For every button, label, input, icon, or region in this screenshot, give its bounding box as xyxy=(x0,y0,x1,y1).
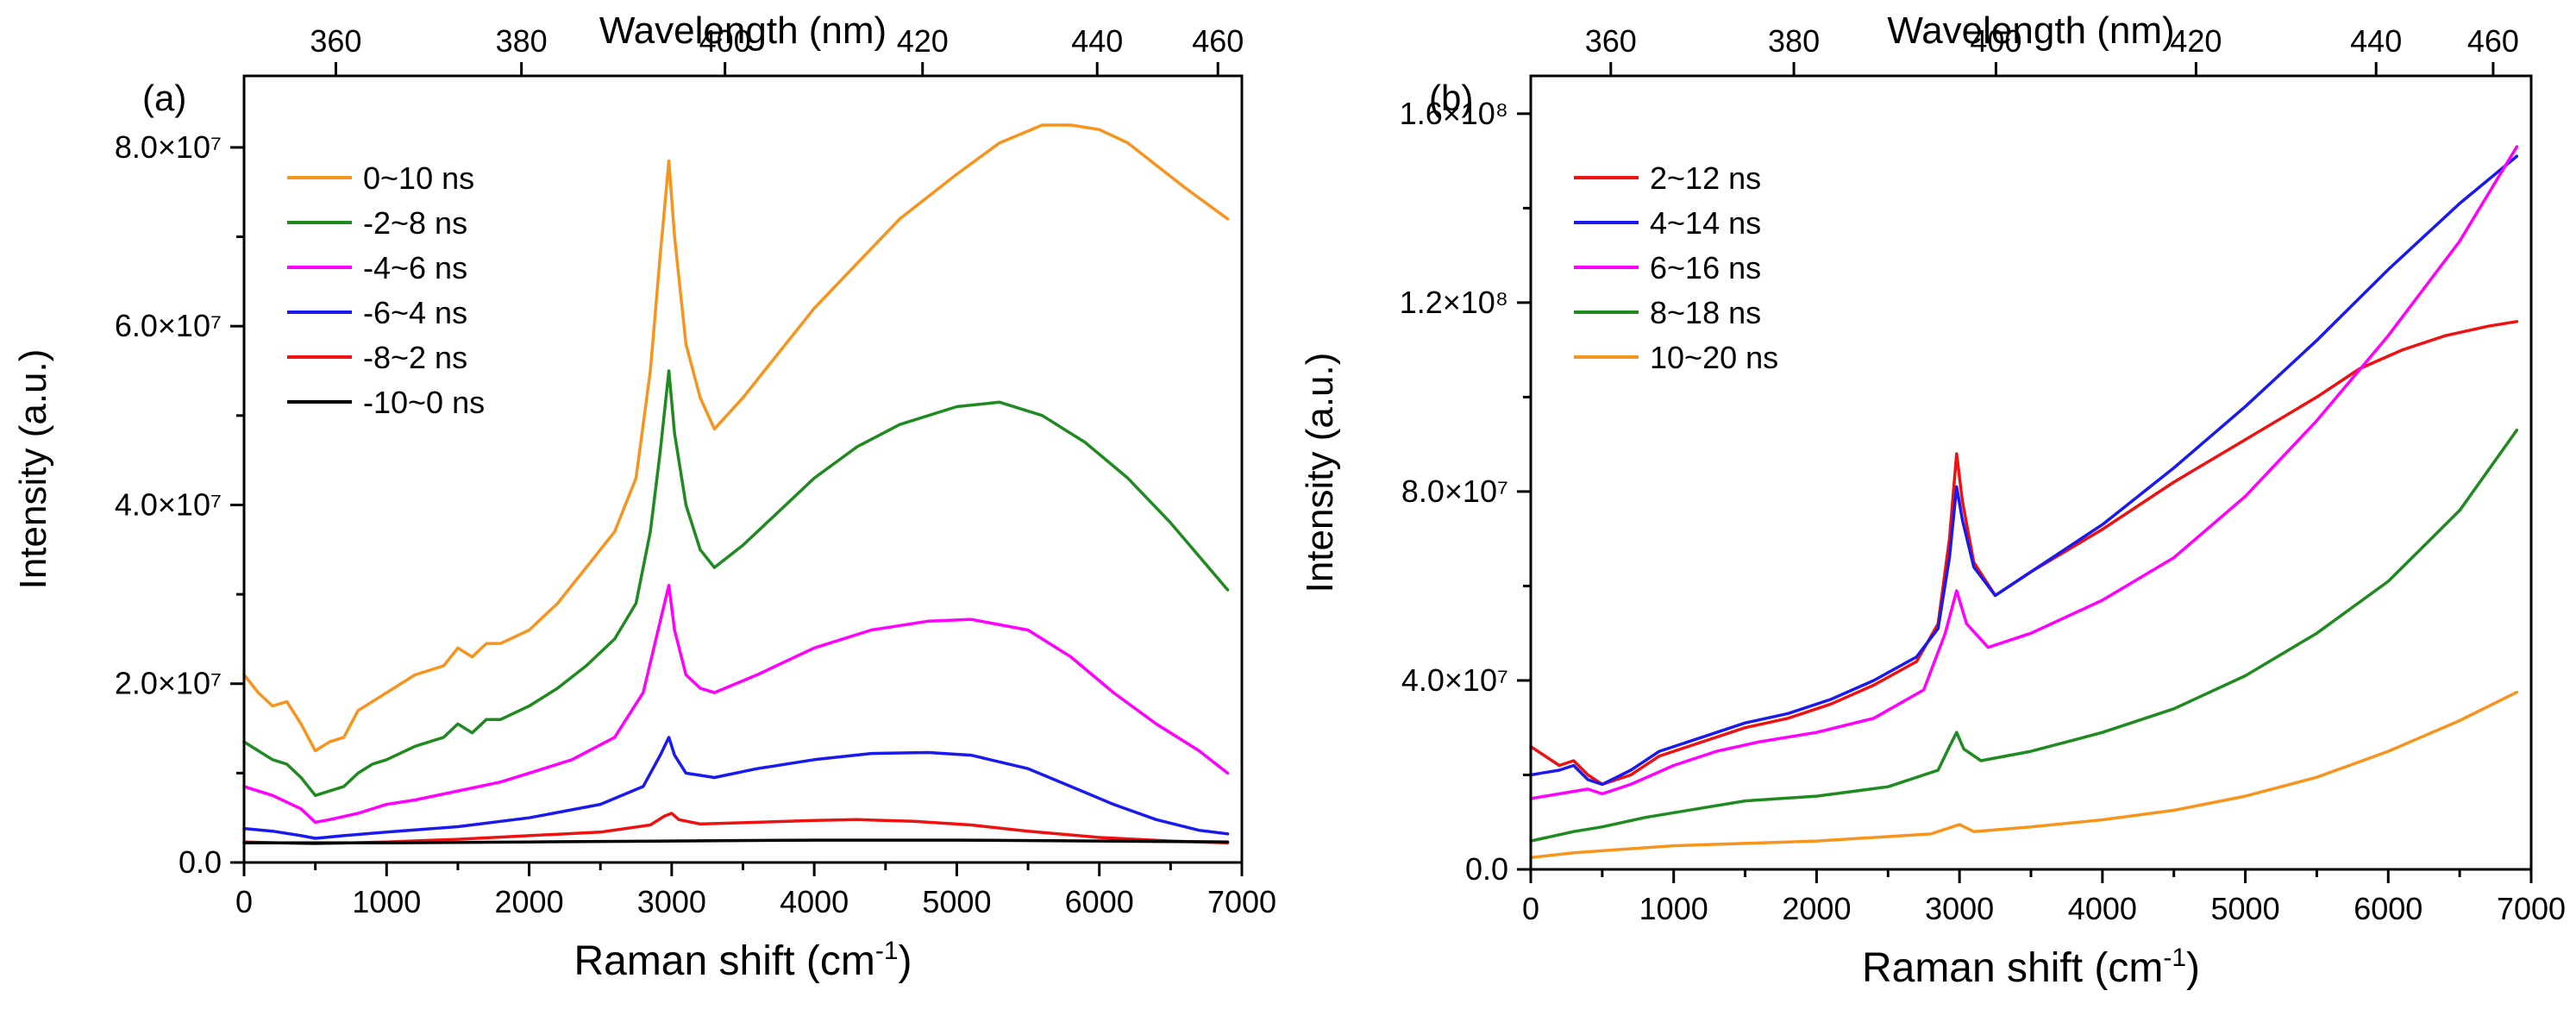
legend: 0~10 ns -2~8 ns -4~6 ns -6~4 ns -8~2 ns -10~0… xyxy=(287,160,485,420)
y-tick-label: 0.0 xyxy=(179,844,222,880)
x-tick-label: 6000 xyxy=(1065,884,1134,919)
y-tick-label: 1.2×10⁸ xyxy=(1400,285,1508,320)
x-tick-label: 0 xyxy=(235,884,253,919)
y-tick-label: 8.0×10⁷ xyxy=(115,129,222,165)
top-tick-label: 460 xyxy=(2467,23,2519,59)
top-axis-title: Wavelength (nm) xyxy=(1887,9,2174,52)
y-tick-label: 4.0×10⁷ xyxy=(1401,662,1508,698)
top-tick-label: 420 xyxy=(2170,23,2222,59)
x-tick-label: 7000 xyxy=(1207,884,1276,919)
series-line-8-18-ns xyxy=(1529,428,2519,843)
y-tick-label: 6.0×10⁷ xyxy=(115,308,222,343)
top-axis-title: Wavelength (nm) xyxy=(599,9,887,52)
x-tick-label: 5000 xyxy=(922,884,991,919)
legend-label: 6~16 ns xyxy=(1650,250,1761,285)
x-tick-label: 3000 xyxy=(637,884,706,919)
legend-label: -8~2 ns xyxy=(363,340,467,375)
series-line-2-12-ns xyxy=(1529,320,2519,787)
series-line--2-8-ns xyxy=(242,369,1230,798)
legend: 2~12 ns 4~14 ns 6~16 ns 8~18 ns 10~20 ns xyxy=(1574,160,1778,375)
x-tick-label: 2000 xyxy=(495,884,564,919)
series-line--4-6-ns xyxy=(242,583,1230,825)
x-tick-label: 5000 xyxy=(2211,891,2280,926)
x-tick-label: 1000 xyxy=(1639,891,1708,926)
series-line-4-14-ns xyxy=(1529,154,2519,787)
x-tick-label: 7000 xyxy=(2497,891,2566,926)
x-tick-label: 6000 xyxy=(2353,891,2422,926)
series-line-6-16-ns xyxy=(1529,145,2519,800)
x-tick-label: 3000 xyxy=(1925,891,1994,926)
panel-label: (a) xyxy=(142,78,186,118)
top-tick-label: 380 xyxy=(1768,23,1820,59)
top-tick-label: 420 xyxy=(897,23,949,59)
x-axis-title: Raman shift (cm-1) xyxy=(1862,944,2200,991)
legend-label: -10~0 ns xyxy=(363,385,485,420)
top-tick-label: 440 xyxy=(2350,23,2402,59)
series-line--6-4-ns xyxy=(242,736,1230,840)
y-axis-title: Intensity (a.u.) xyxy=(12,349,54,590)
x-tick-label: 4000 xyxy=(780,884,849,919)
legend-label: 10~20 ns xyxy=(1650,340,1778,375)
top-tick-label: 400 xyxy=(1970,23,2021,59)
series-line-0-10-ns xyxy=(242,123,1230,753)
x-tick-label: 4000 xyxy=(2068,891,2137,926)
x-tick-label: 1000 xyxy=(352,884,421,919)
panel-b: 0 1000 2000 3000 4000 5000 6000 7000 0.0 4.0×10⁷ 8… xyxy=(1299,9,2566,991)
y-tick-label: 1.6×10⁸ xyxy=(1400,96,1508,131)
top-tick-label: 400 xyxy=(699,23,751,59)
x-tick-label: 2000 xyxy=(1782,891,1851,926)
x-tick-label: 0 xyxy=(1522,891,1539,926)
top-tick-label: 380 xyxy=(496,23,548,59)
legend-label: 8~18 ns xyxy=(1650,295,1761,330)
legend-label: 0~10 ns xyxy=(363,160,474,196)
series-line-10-20-ns xyxy=(1529,690,2519,860)
legend-label: 4~14 ns xyxy=(1650,205,1761,241)
legend-label: -4~6 ns xyxy=(363,250,467,285)
y-tick-label: 8.0×10⁷ xyxy=(1401,474,1508,509)
x-axis-title: Raman shift (cm-1) xyxy=(573,937,912,984)
top-tick-label: 460 xyxy=(1192,23,1244,59)
legend-label: 2~12 ns xyxy=(1650,160,1761,196)
y-tick-label: 4.0×10⁷ xyxy=(115,486,222,522)
top-tick-label: 360 xyxy=(310,23,361,59)
y-axis-title: Intensity (a.u.) xyxy=(1299,353,1341,593)
top-tick-label: 440 xyxy=(1071,23,1123,59)
legend-label: -6~4 ns xyxy=(363,295,467,330)
series-line--8-2-ns xyxy=(242,812,1230,845)
panel-label: (b) xyxy=(1429,78,1473,118)
y-tick-label: 2.0×10⁷ xyxy=(115,666,222,701)
y-tick-label: 0.0 xyxy=(1465,851,1508,887)
top-tick-label: 360 xyxy=(1585,23,1637,59)
series-line--10-0-ns xyxy=(242,838,1230,844)
legend-label: -2~8 ns xyxy=(363,205,467,241)
panel-a: 0 1000 2000 3000 4000 5000 6000 7000 0.0 2.0×10⁷ 4… xyxy=(12,9,1276,984)
